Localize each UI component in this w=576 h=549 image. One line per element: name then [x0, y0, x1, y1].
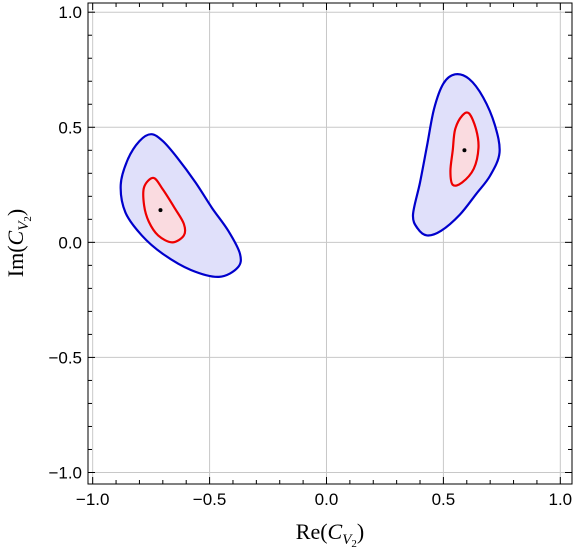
x-tick-label: 0.5: [432, 490, 456, 509]
x-tick-labels: −1.0 −0.5 0.0 0.5 1.0: [76, 490, 572, 509]
y-axis-label: Im(CV2): [3, 209, 34, 277]
best-fit-point-1: [462, 148, 467, 153]
best-fit-points: [158, 148, 467, 213]
x-axis-label-sub: V: [342, 532, 353, 548]
y-axis-label-prefix: Im(: [3, 245, 28, 277]
x-tick-label: 1.0: [548, 490, 572, 509]
x-axis-label-prefix: Re(: [296, 519, 328, 544]
contour-inner-1: [142, 176, 187, 244]
x-axis-label: Re(CV2): [296, 519, 364, 549]
plot-frame: [87, 2, 573, 485]
x-tick-label: −1.0: [76, 490, 110, 509]
y-axis-label-subsub: 2: [22, 216, 34, 222]
y-tick-labels: −1.0 −0.5 0.0 0.5 1.0: [48, 3, 82, 482]
contour-outer-0: [119, 133, 242, 278]
axis-ticks: [88, 3, 572, 484]
y-tick-label: 1.0: [58, 3, 82, 22]
x-axis-label-var: C: [328, 519, 343, 544]
x-axis-label-suffix: ): [357, 519, 364, 544]
y-tick-label: −1.0: [48, 463, 82, 482]
y-axis-label-var: C: [3, 230, 28, 245]
best-fit-point-0: [158, 208, 163, 213]
x-tick-label: 0.0: [315, 490, 339, 509]
y-tick-label: 0.5: [58, 118, 82, 137]
x-tick-label: −0.5: [193, 490, 227, 509]
x-axis-label-subsub: 2: [351, 538, 357, 549]
y-axis-label-sub: V: [16, 220, 32, 231]
y-axis-label-suffix: ): [3, 209, 28, 216]
y-tick-label: 0.0: [58, 233, 82, 252]
y-tick-label: −0.5: [48, 348, 82, 367]
